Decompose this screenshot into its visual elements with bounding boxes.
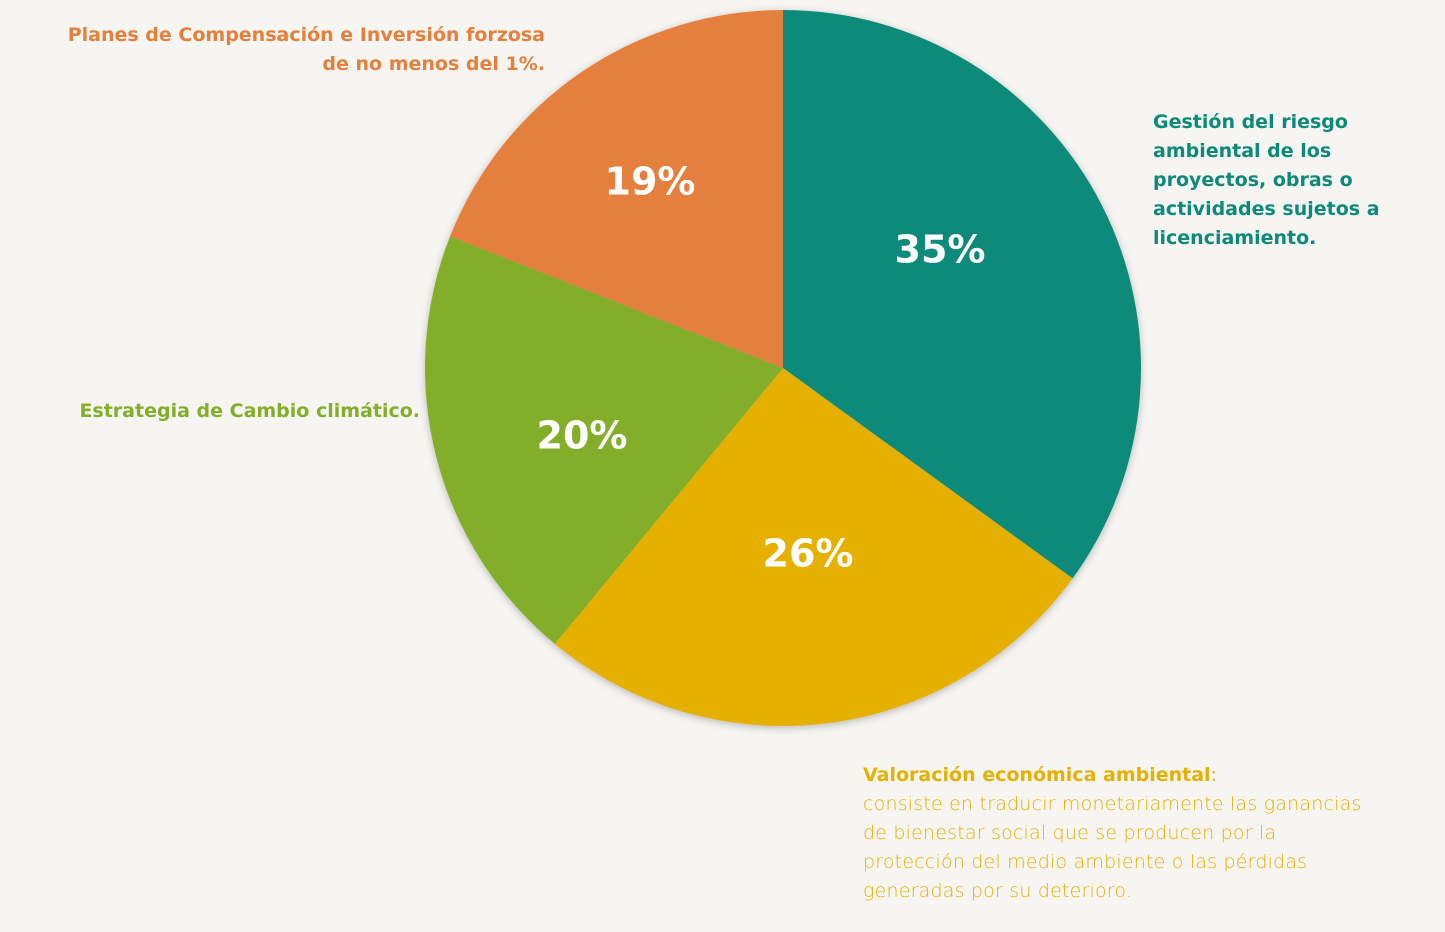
pie-slice	[450, 10, 783, 368]
category-label: Gestión del riesgo ambiental de los proy…	[1153, 111, 1380, 249]
category-title: Valoración económica ambiental	[863, 764, 1211, 786]
value-label: 19%	[605, 160, 696, 204]
label-suffix: :	[1210, 764, 1217, 786]
category-label: Estrategia de Cambio climático.	[79, 400, 420, 422]
pie-slice	[783, 10, 1141, 579]
category-label: Valoración económica ambiental: consiste …	[863, 761, 1383, 906]
annotation: consiste en traducir monetariamente las …	[863, 793, 1362, 902]
pie-slice	[554, 368, 1073, 726]
pie	[424, 10, 1141, 726]
value-label: 26%	[763, 532, 854, 576]
pie-slice	[424, 236, 783, 644]
value-label: 35%	[895, 228, 986, 272]
category-label: Planes de Compensación e Inversión forzo…	[67, 24, 545, 75]
value-label: 20%	[537, 414, 628, 458]
